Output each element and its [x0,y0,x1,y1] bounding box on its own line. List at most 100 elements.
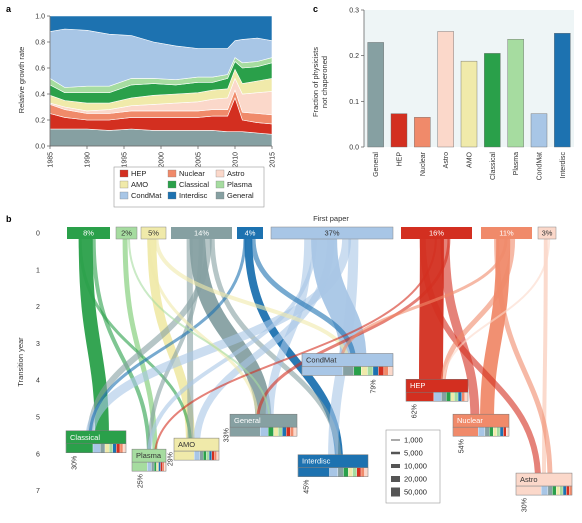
target-mix-general [229,427,261,437]
target-mix-general [151,462,155,472]
target-mix-nuclear [383,366,389,376]
panel-c-label: c [313,4,318,14]
panel-a-ylabel: Relative growth rate [17,47,26,114]
target-mix-amo [493,427,497,437]
legend-label-hep: HEP [131,169,146,178]
target-mix-condmat [329,467,339,477]
target-mix-hep [405,392,435,402]
source-share-nuclear: 11% [499,229,514,238]
source-share-amo: 5% [148,229,159,238]
flow-nuclear-to-condmat [340,238,508,361]
y-tick-label: 1.0 [35,14,45,21]
x-tick-label: Classical [490,152,497,180]
legend-label-condmat: CondMat [131,191,162,200]
transition-year-tick: 7 [36,488,40,495]
target-mix-general [484,427,490,437]
flow-condmat-to-amo [193,238,335,446]
target-mix-interdisc [112,443,117,453]
target-mix-hep [116,443,121,453]
target-mix-astro [515,485,542,496]
target-label-condmat: CondMat [306,355,337,364]
size-legend-label: 1,000 [404,436,423,445]
flow-nuclear-to-nuclear [480,238,511,422]
target-mix-classical [343,467,349,477]
legend-box [113,166,265,208]
flow-classical-to-amo [78,238,192,446]
retained-hep: 62% [412,404,419,418]
source-node-hep [401,227,472,239]
x-tick-label: HEP [397,152,404,167]
target-mix-hep [286,427,291,437]
size-legend-label: 20,000 [404,475,427,484]
x-tick-label: Plasma [513,152,520,175]
target-mix-amo [273,427,279,437]
y-tick-label: 0.1 [349,99,359,106]
bar-nuclear [414,117,431,148]
area-chart-legend: HEP AMO CondMat Nuclear Classical Interdisc As… [113,166,265,208]
retained-classical: 30% [72,456,79,470]
target-mix-condmat [259,427,269,437]
target-label-interdisc: Interdisc [302,457,331,466]
target-mix-general [342,366,355,376]
target-mix-outline [297,467,369,477]
flow-nuclear-to-astro [494,238,553,481]
target-mix-interdisc [562,485,567,496]
retained-condmat: 79% [371,379,378,393]
source-nodes: 8% 2% 5% 14% 4% 37% 16% 11% 3% [67,226,557,240]
source-node-condmat [270,226,394,240]
target-mix-plasma [131,462,148,472]
size-legend-label: 5,000 [404,449,423,458]
target-mix-astro [464,392,469,402]
retained-nuclear: 54% [459,439,466,453]
panel-b-title: First paper [313,214,349,223]
target-mix-amo [360,366,368,376]
target-mix-astro [388,366,394,376]
legend-swatch-amo [119,180,129,189]
target-mix-amo [173,450,195,461]
bar-chart: 0.0 0.1 0.2 0.3 General HEP Nuclear Astro AMO Cla… [349,8,574,180]
legend-swatch-astro [215,169,225,178]
target-mix-classical [268,427,274,437]
transition-year-axis: 0 1 2 3 4 5 6 7 [36,231,40,496]
bar-classical [484,53,501,148]
target-mix-plasma [206,450,210,461]
bar-hep [390,113,408,148]
flow-amo-to-condmat [154,238,350,361]
target-label-general: General [234,416,261,425]
x-tick-label: 2000 [159,152,166,168]
x-tick-label: AMO [467,151,474,168]
source-node-nuclear [481,227,532,239]
flow-general-to-amo [186,238,194,446]
y-tick-label: 0.2 [35,118,45,125]
retained-interdisc: 45% [304,480,311,494]
y-tick-label: 0.2 [349,53,359,60]
target-mix-general [547,485,553,496]
retained-amo: 29% [168,452,175,466]
legend-swatch-condmat [119,191,129,200]
target-mix-interdisc [297,467,330,477]
source-node-plasma [115,226,138,240]
legend-swatch-nuclear [167,169,177,178]
target-mix-condmat [194,450,200,461]
target-mix-interdisc [158,462,161,472]
source-share-condmat: 37% [324,229,339,238]
panel-c-ylabel: Fraction of physicistsnot chaperoned [311,47,329,117]
x-tick-label: 1990 [85,152,92,168]
bar-plasma [507,39,524,148]
target-mix-hep [160,462,163,472]
target-mix-outline [131,461,167,472]
target-mix-plasma [454,392,459,402]
target-mix-general [337,467,344,477]
target-mix-classical [153,462,157,472]
target-label-astro: Astro [520,475,538,484]
target-mix-interdisc [282,427,287,437]
target-mix-amo [450,392,455,402]
target-mix-astro [216,450,220,461]
source-node-interdisc [237,227,263,239]
legend-swatch-classical [167,180,177,189]
area-chart [49,15,273,147]
legend-swatch-plasma [215,180,225,189]
bar-general [367,42,384,148]
